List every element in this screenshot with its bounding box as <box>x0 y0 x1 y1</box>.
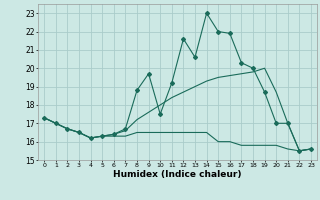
X-axis label: Humidex (Indice chaleur): Humidex (Indice chaleur) <box>113 170 242 179</box>
